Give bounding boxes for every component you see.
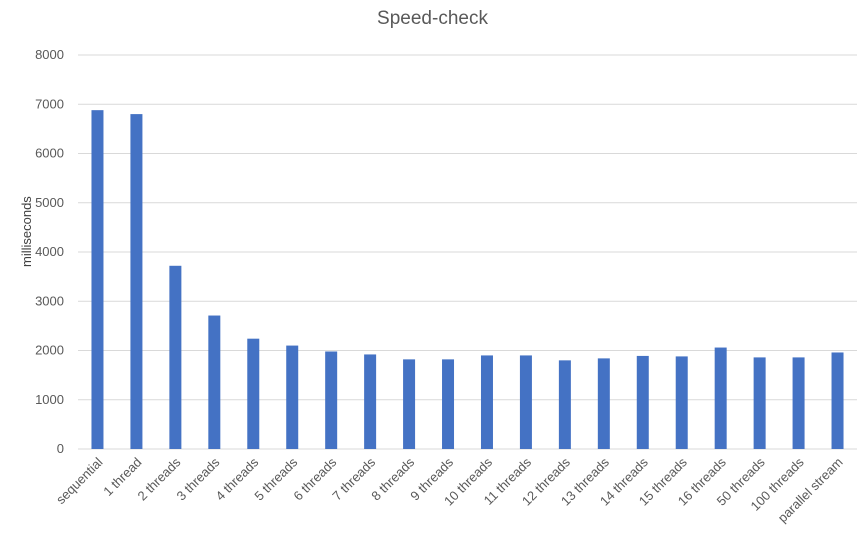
y-tick-label: 7000 — [35, 96, 64, 111]
bar — [480, 355, 493, 449]
bar — [364, 354, 377, 449]
y-tick-label: 2000 — [35, 343, 64, 358]
bar — [597, 358, 610, 449]
bar — [675, 356, 688, 449]
y-tick-label: 8000 — [35, 47, 64, 62]
y-tick-label: 0 — [57, 441, 64, 456]
y-tick-label: 6000 — [35, 146, 64, 161]
bar — [403, 359, 416, 449]
y-tick-label: 3000 — [35, 293, 64, 308]
bar — [247, 338, 260, 449]
bar — [130, 114, 143, 449]
bar — [442, 359, 455, 449]
bar — [169, 265, 182, 449]
bar — [753, 357, 766, 449]
bar — [636, 355, 649, 449]
chart-title: Speed-check — [377, 8, 488, 29]
bar — [519, 355, 532, 449]
bar — [714, 347, 727, 449]
bar — [286, 345, 299, 449]
bar — [208, 315, 221, 449]
bar — [558, 360, 571, 449]
y-tick-label: 5000 — [35, 195, 64, 210]
bar — [792, 357, 805, 449]
bar — [831, 352, 844, 449]
bar — [325, 351, 338, 449]
x-tick-label: sequential — [53, 454, 106, 507]
bar — [91, 110, 104, 449]
y-tick-label: 1000 — [35, 392, 64, 407]
y-tick-label: 4000 — [35, 244, 64, 259]
